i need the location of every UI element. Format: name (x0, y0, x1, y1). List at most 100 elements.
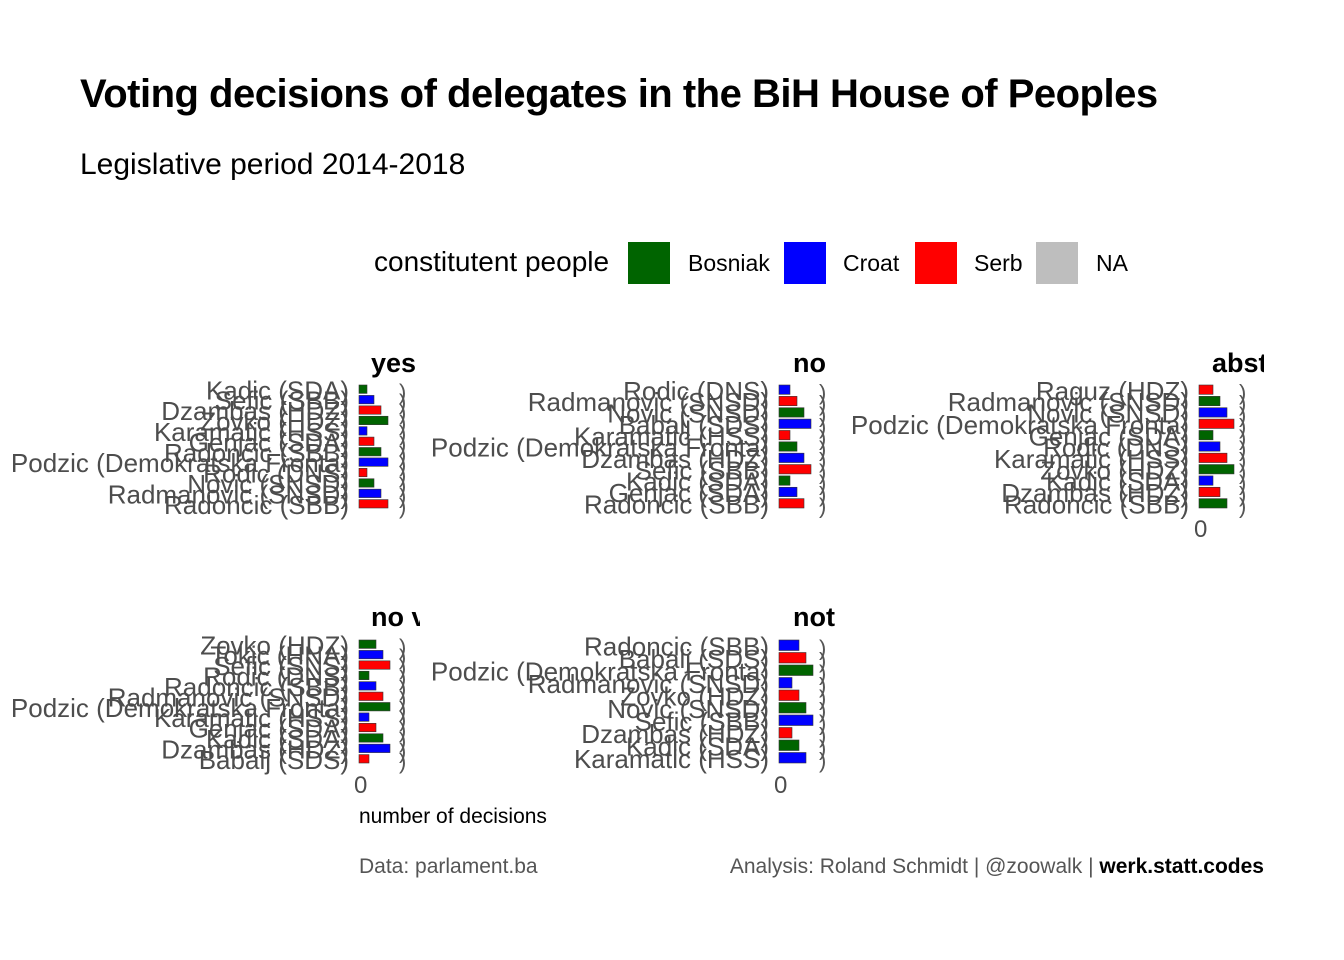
bar-percent-label: ) (399, 707, 406, 732)
x-axis-title: number of decisions (359, 805, 547, 828)
bar (778, 475, 791, 486)
y-axis-label: Raguz (HDZ) (1036, 376, 1189, 406)
bar (358, 712, 370, 722)
bar (778, 498, 805, 509)
bar-percent-label: ) (1239, 493, 1246, 518)
bar-percent-label: ) (819, 391, 826, 416)
y-axis-label: Podzic (Demokratska Fronta) (851, 410, 1189, 440)
bar-percent-label: ) (399, 411, 406, 436)
bar (358, 723, 377, 733)
y-axis-label: Sefic (SBB) (635, 707, 769, 737)
bar (778, 464, 812, 475)
bar (358, 639, 377, 649)
bar (1198, 498, 1228, 509)
y-axis-label: Radmanovic (SNSD) (528, 387, 769, 417)
bar-percent-label: ) (1239, 448, 1246, 473)
y-axis-label: Novic (SNSD) (607, 694, 769, 724)
bar (358, 702, 391, 712)
legend-key-bosniak (628, 242, 670, 284)
bar (358, 436, 375, 446)
bar-percent-label: ) (819, 403, 826, 428)
bar-percent-label: ) (399, 697, 406, 722)
bar-percent-label: ) (819, 673, 826, 698)
bar-percent-label: ) (1239, 471, 1246, 496)
bar (358, 691, 384, 701)
x-tick-cluster-1: 0 (354, 772, 367, 799)
bar (358, 754, 370, 764)
bar-percent-label: ) (1239, 414, 1246, 439)
y-axis-label: Novic (SNSD) (1027, 399, 1189, 429)
y-axis-label: Kadic (SDA) (626, 732, 769, 762)
bar (778, 452, 805, 463)
y-axis-label: Podzic (Demokratska Fronta) (11, 448, 349, 478)
y-axis-label: Sefic (SBB) (635, 455, 769, 485)
bar-percent-label: ) (399, 738, 406, 763)
bar (1198, 486, 1221, 497)
bar (778, 384, 791, 395)
chart-subtitle: Legislative period 2014-2018 (80, 148, 466, 181)
legend-label-serb: Serb (974, 250, 1023, 276)
bar-percent-label: ) (399, 390, 406, 415)
facet-strip-title: no (793, 348, 826, 378)
facet-strip-title: yes (371, 348, 416, 378)
bar-percent-label: ) (399, 666, 406, 691)
bar (778, 396, 798, 407)
bar (358, 681, 377, 691)
bar-percent-label: ) (399, 686, 406, 711)
bar-percent-label: ) (819, 748, 826, 773)
y-axis-label: Podzic (Demokratska Fronta) (431, 657, 769, 687)
bar-percent-label: ) (1239, 482, 1246, 507)
bar-percent-label: ) (819, 736, 826, 761)
y-axis-label: Radmanovic (SNSD) (108, 682, 349, 712)
chart-title: Voting decisions of delegates in the BiH… (80, 72, 1158, 116)
bar (358, 457, 389, 467)
bar-percent-label: ) (1239, 391, 1246, 416)
legend-key-serb (915, 242, 957, 284)
bar-percent-label: ) (1239, 425, 1246, 450)
bar (358, 468, 368, 478)
bar-percent-label: ) (819, 482, 826, 507)
bar-percent-label: ) (819, 636, 826, 661)
facet-panel-0: yes Kadic (SDA)) Sefic (SBB)) Dzambas (HDZ)… (11, 348, 416, 520)
bar-percent-label: ) (399, 483, 406, 508)
y-axis-label: Radmanovic (SNSD) (108, 479, 349, 509)
y-axis-label: Radoncic (SBB) (584, 632, 769, 662)
bar (778, 430, 791, 441)
bar (358, 488, 382, 498)
y-axis-label: Radoncic (SBB) (584, 489, 769, 519)
y-axis-label: Dzambas (HDZ) (581, 719, 769, 749)
bar-percent-label: ) (399, 431, 406, 456)
y-axis-label: Babalj (SDS) (199, 745, 349, 775)
facet-strip-title: abst (1212, 348, 1268, 378)
y-axis-label: Karamatic (HSS) (574, 744, 769, 774)
bar (358, 426, 368, 436)
bar-percent-label: ) (399, 676, 406, 701)
bar-percent-label: ) (819, 711, 826, 736)
y-axis-label: Kadic (SDA) (206, 724, 349, 754)
bar-percent-label: ) (1239, 459, 1246, 484)
y-axis-label: Genjac (SDA) (189, 427, 349, 457)
legend-label-bosniak: Bosniak (688, 250, 770, 276)
bar (358, 478, 375, 488)
caption-credits-site: werk.statt.codes (1099, 855, 1264, 878)
facet-panel-4: not Radoncic (SBB)) Babalj (SDS)) Podzic (D… (431, 602, 835, 774)
y-axis-label: Babalj (SDS) (619, 644, 769, 674)
bar-percent-label: ) (819, 448, 826, 473)
caption-data-source: Data: parlament.ba (359, 855, 538, 878)
y-axis-label: Tokic (HNA) (210, 641, 349, 671)
legend-label-croat: Croat (843, 250, 900, 276)
bar (358, 395, 375, 405)
bar-percent-label: ) (399, 634, 406, 659)
y-axis-label: Radmanovic (SNSD) (948, 387, 1189, 417)
caption-credits: Analysis: Roland Schmidt | @zoowalk | we… (730, 855, 1264, 879)
y-axis-label: Rodic (DNS) (623, 376, 769, 406)
bar (1198, 475, 1214, 486)
y-axis-label: Genjac (SDA) (189, 714, 349, 744)
y-axis-label: Rodic (DNS) (1043, 433, 1189, 463)
y-axis-label: Genjac (SDA) (609, 478, 769, 508)
y-axis-label: Zovko (HDZ) (1040, 455, 1189, 485)
facet-panel-3: no v Zovko (HDZ)) Tokic (HNA)) Sefic (SNS))… (11, 602, 420, 775)
bar (1198, 430, 1214, 441)
